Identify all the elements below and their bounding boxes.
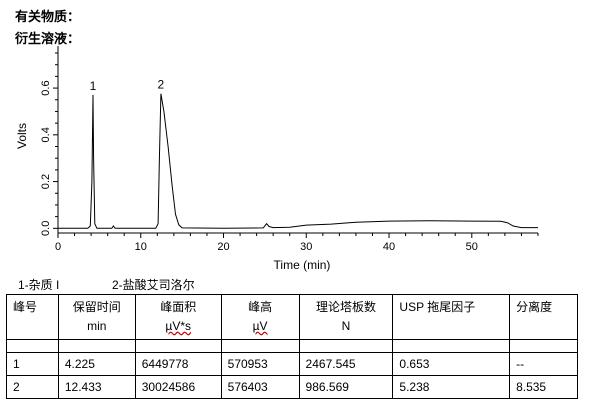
legend-item-1: 1-杂质 I bbox=[18, 278, 60, 292]
table-cell: 6449778 bbox=[134, 352, 222, 376]
table-cell: 8.535 bbox=[509, 375, 578, 399]
legend-item-2: 2-盐酸艾司洛尔 bbox=[112, 278, 195, 292]
x-tick-label: 30 bbox=[300, 241, 312, 253]
peak-label: 2 bbox=[158, 78, 165, 92]
table-cell: 986.569 bbox=[298, 375, 394, 399]
heading-related-substances: 有关物质： bbox=[15, 10, 81, 25]
y-tick-label: 0.0 bbox=[40, 221, 52, 236]
results-table: 峰号 保留时间 min 峰面积 µV*s 峰高 µV 理论塔板数 N USP 拖尾因子 … bbox=[6, 294, 578, 399]
chart-axes: 0 10 20 30 40 50 0.0 0.2 0.4 0.6 bbox=[40, 46, 539, 253]
header-peak-height: 峰高 µV bbox=[220, 294, 300, 340]
header-peak-area: 峰面积 µV*s bbox=[134, 294, 222, 340]
table-header-row: 峰号 保留时间 min 峰面积 µV*s 峰高 µV 理论塔板数 N USP 拖尾因子 … bbox=[6, 294, 578, 340]
series-line bbox=[58, 93, 538, 229]
peak-label: 1 bbox=[90, 79, 97, 93]
x-tick-label: 0 bbox=[55, 241, 61, 253]
x-axis-label: Time (min) bbox=[274, 258, 331, 272]
table-row: 2 12.433 30024586 576403 986.569 5.238 8… bbox=[6, 375, 578, 399]
header-resolution: 分离度 bbox=[509, 294, 578, 340]
x-tick-label: 10 bbox=[135, 241, 147, 253]
table-cell: 0.653 bbox=[392, 352, 511, 376]
heading-derivative-solution: 衍生溶液： bbox=[15, 32, 81, 47]
table-cell: 1 bbox=[6, 352, 59, 376]
header-usp-tailing: USP 拖尾因子 bbox=[392, 294, 511, 340]
header-retention-time: 保留时间 min bbox=[57, 294, 136, 340]
table-cell: 2467.545 bbox=[298, 352, 394, 376]
table-cell: -- bbox=[509, 352, 578, 376]
table-cell: 2 bbox=[6, 375, 59, 399]
header-peak-no: 峰号 bbox=[6, 294, 59, 340]
x-tick-label: 40 bbox=[383, 241, 395, 253]
header-theoretical-plates: 理论塔板数 N bbox=[298, 294, 394, 340]
y-tick-label: 0.2 bbox=[40, 174, 52, 189]
table-row: 1 4.225 6449778 570953 2467.545 0.653 -- bbox=[6, 352, 578, 376]
table-cell: 5.238 bbox=[392, 375, 511, 399]
table-cell: 30024586 bbox=[134, 375, 222, 399]
y-tick-label: 0.6 bbox=[40, 80, 52, 95]
table-cell: 4.225 bbox=[57, 352, 136, 376]
x-tick-label: 50 bbox=[466, 241, 478, 253]
y-tick-label: 0.4 bbox=[40, 127, 52, 142]
y-axis-label: Volts bbox=[15, 123, 29, 149]
x-tick-label: 20 bbox=[217, 241, 229, 253]
table-cell: 570953 bbox=[220, 352, 300, 376]
table-spacer-row bbox=[6, 339, 578, 353]
table-cell: 576403 bbox=[220, 375, 300, 399]
table-cell: 12.433 bbox=[57, 375, 136, 399]
